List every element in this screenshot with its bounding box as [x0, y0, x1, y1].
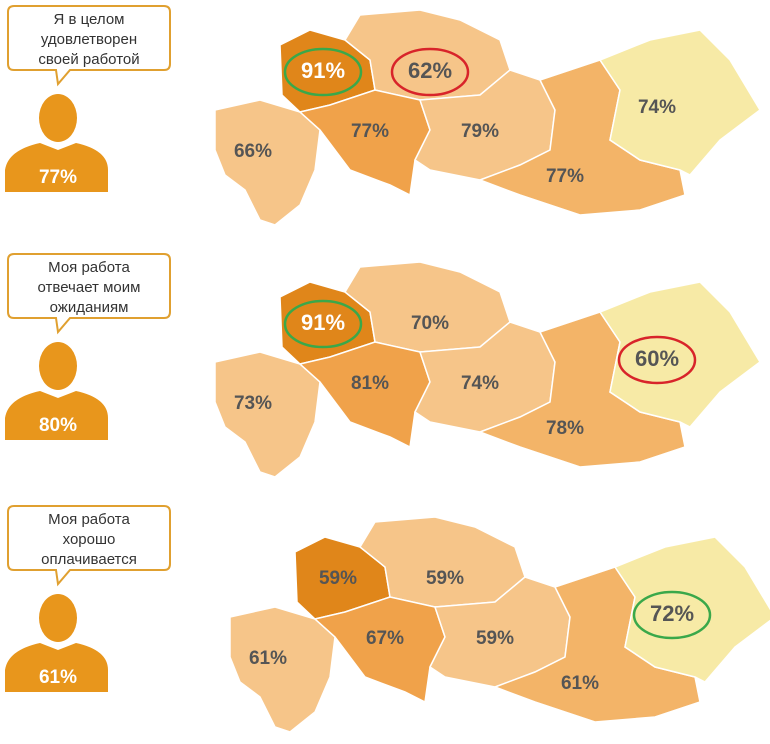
- sidebar: Я в целом удовлетворен своей работой 77%: [5, 5, 171, 192]
- statement-line: своей работой: [38, 51, 139, 68]
- region-label: 74%: [461, 373, 499, 394]
- region-label: 74%: [638, 97, 676, 118]
- person-head: [39, 594, 77, 642]
- region-label: 78%: [546, 418, 584, 439]
- statement-line: отвечает моим: [38, 279, 141, 296]
- speech-bubble: [7, 5, 171, 87]
- region-label: 67%: [366, 628, 404, 649]
- overall-value: 61%: [39, 667, 77, 688]
- highlight-circle: [283, 47, 363, 97]
- region-label: 60%: [635, 346, 679, 371]
- map: 73% 91% 70% 81% 74% 78% 60%: [214, 261, 761, 478]
- region-label: 62%: [408, 58, 452, 83]
- region: [214, 99, 321, 226]
- person-head: [39, 94, 77, 142]
- speech-bubble: [7, 505, 171, 587]
- person-body: [5, 643, 108, 692]
- region-label: 77%: [546, 166, 584, 187]
- highlight-circle: [617, 335, 697, 385]
- region: [214, 351, 321, 478]
- region-label: 79%: [461, 121, 499, 142]
- overall-value: 77%: [39, 167, 77, 188]
- region-label: 77%: [351, 121, 389, 142]
- region: [598, 29, 761, 176]
- person-body: [5, 143, 108, 192]
- region: [598, 281, 761, 428]
- region-label: 72%: [650, 601, 694, 626]
- region: [229, 606, 336, 733]
- region-label: 91%: [301, 310, 345, 335]
- region-label: 70%: [411, 313, 449, 334]
- region-label: 61%: [249, 648, 287, 669]
- region-label: 73%: [234, 393, 272, 414]
- overall-value: 80%: [39, 415, 77, 436]
- sidebar: Моя работа хорошо оплачивается 61%: [5, 505, 171, 692]
- region-label: 59%: [476, 628, 514, 649]
- statement-line: удовлетворен: [41, 31, 137, 48]
- statement-line: Моя работа: [48, 511, 130, 528]
- region-label: 61%: [561, 673, 599, 694]
- highlight-circle: [632, 590, 712, 640]
- person-body: [5, 391, 108, 440]
- highlight-circle: [283, 299, 363, 349]
- speech-bubble: [7, 253, 171, 335]
- region-label: 59%: [426, 568, 464, 589]
- region-label: 81%: [351, 373, 389, 394]
- statement-line: ожиданиям: [50, 299, 129, 316]
- statement-line: Моя работа: [48, 259, 130, 276]
- highlight-circle: [390, 47, 470, 97]
- statement-line: оплачивается: [41, 551, 137, 568]
- region-label: 59%: [319, 568, 357, 589]
- region-label: 91%: [301, 58, 345, 83]
- map: 66% 91% 62% 77% 79% 77% 74%: [214, 9, 761, 226]
- region-label: 66%: [234, 141, 272, 162]
- statement-line: Я в целом: [54, 11, 125, 28]
- sidebar: Моя работа отвечает моим ожиданиям 80%: [5, 253, 171, 440]
- region: [613, 536, 770, 683]
- map: 61% 59% 59% 67% 59% 61% 72%: [229, 516, 770, 733]
- statement-line: хорошо: [63, 531, 116, 548]
- person-head: [39, 342, 77, 390]
